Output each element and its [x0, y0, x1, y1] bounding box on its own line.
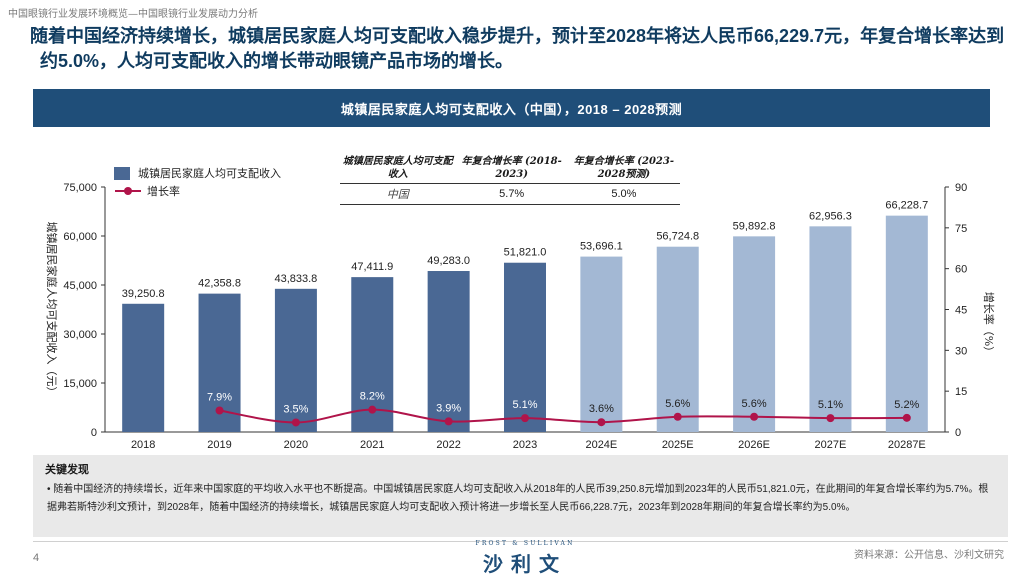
cagr-region: 中国 [340, 183, 456, 205]
bar-2024E [580, 256, 623, 432]
bar-2025E [656, 246, 699, 432]
x-tick-label: 2024E [585, 439, 617, 451]
cagr-table: 城镇居民家庭人均可支配收入 年复合增长率 (2018-2023) 年复合增长率 … [340, 153, 680, 205]
legend-bar-label: 城镇居民家庭人均可支配收入 [138, 167, 281, 180]
y-tick-label: 0 [91, 427, 97, 439]
chart-legend: 城镇居民家庭人均可支配收入 增长率 [114, 164, 281, 200]
cagr-header-2023-2028: 年复合增长率 (2023-2028预测) [567, 153, 680, 184]
growth-point-2019 [215, 406, 224, 415]
y2-axis-title: 增长率（%） [982, 292, 996, 357]
bar-2026E [733, 236, 776, 432]
growth-value-label: 5.1% [512, 399, 537, 411]
footer-divider [33, 541, 1008, 542]
bar-value-label: 59,892.8 [733, 220, 776, 232]
x-tick-label: 2022 [436, 439, 460, 451]
y2-tick-label: 75 [955, 223, 967, 235]
bar-value-label: 47,411.9 [351, 261, 393, 273]
chart-title-banner: 城镇居民家庭人均可支配收入（中国），2018 – 2028预测 [33, 89, 990, 127]
growth-value-label: 8.2% [360, 391, 385, 403]
legend-item-bar: 城镇居民家庭人均可支配收入 [114, 164, 281, 182]
x-tick-label: 2027E [815, 439, 847, 451]
y2-tick-label: 45 [955, 305, 967, 317]
y2-tick-label: 60 [955, 264, 967, 276]
growth-value-label: 5.1% [818, 399, 843, 411]
growth-value-label: 7.9% [207, 391, 232, 403]
growth-point-2021 [368, 405, 377, 414]
page-headline: 随着中国经济持续增长，城镇居民家庭人均可支配收入稳步提升，预计至2028年将达人… [30, 26, 1005, 71]
growth-point-2027E [826, 414, 835, 423]
y-tick-label: 30,000 [63, 329, 97, 341]
x-tick-label: 2018 [131, 439, 155, 451]
x-tick-label: 2025E [662, 439, 694, 451]
legend-bar-swatch [114, 166, 130, 180]
y-tick-label: 60,000 [63, 231, 97, 243]
logo-wordmark: FROST & SULLIVAN [475, 540, 575, 547]
x-tick-label: 2026E [738, 439, 770, 451]
bar-value-label: 39,250.8 [122, 288, 165, 300]
growth-point-2024E [597, 418, 606, 427]
growth-value-label: 5.2% [894, 399, 919, 411]
y2-tick-label: 0 [955, 427, 961, 439]
growth-point-2023 [521, 414, 529, 423]
growth-point-2025E [673, 412, 682, 421]
x-tick-label: 2023 [513, 439, 537, 451]
bar-value-label: 53,696.1 [580, 241, 623, 253]
y-tick-label: 45,000 [63, 280, 97, 292]
growth-value-label: 3.9% [436, 402, 461, 414]
growth-rate-line [219, 408, 907, 424]
bar-2018 [122, 303, 165, 432]
bar-2022 [427, 271, 470, 432]
bar-20287E [885, 215, 928, 432]
legend-line-swatch [115, 187, 141, 195]
breadcrumb: 中国眼镜行业发展环境概览—中国眼镜行业发展动力分析 [8, 9, 258, 20]
x-tick-label: 2019 [207, 439, 231, 451]
x-tick-label: 2021 [360, 439, 384, 451]
growth-value-label: 3.5% [283, 403, 308, 415]
y2-tick-label: 90 [955, 182, 967, 194]
bar-value-label: 42,358.8 [198, 278, 241, 290]
bar-2020 [274, 288, 317, 432]
growth-point-2022 [444, 417, 453, 426]
source-note: 资料来源：公开信息、沙利文研究 [854, 550, 1004, 561]
bar-2023 [504, 262, 546, 432]
x-tick-label: 20287E [888, 439, 926, 451]
legend-line-label: 增长率 [147, 185, 180, 198]
y2-tick-label: 15 [955, 386, 967, 398]
growth-point-2020 [291, 418, 300, 427]
bar-value-label: 51,821.0 [504, 247, 547, 259]
bar-value-label: 56,724.8 [656, 231, 699, 243]
bar-value-label: 66,228.7 [885, 200, 928, 212]
logo-chinese-name: 沙利文 [483, 554, 567, 576]
cagr-value-2023-2028: 5.0% [567, 183, 680, 205]
bar-value-label: 43,833.8 [274, 273, 317, 285]
key-findings-title: 关键发现 [45, 463, 89, 476]
bar-value-label: 49,283.0 [427, 255, 470, 267]
key-findings-text: • 随着中国经济的持续增长，近年来中国家庭的平均收入水平也不断提高。中国城镇居民… [47, 484, 989, 513]
growth-point-20287E [902, 413, 911, 422]
y2-tick-label: 30 [955, 345, 967, 357]
growth-value-label: 3.6% [589, 403, 614, 415]
growth-value-label: 5.6% [665, 398, 690, 410]
page-number: 4 [33, 552, 40, 564]
frost-sullivan-logo: FROST & SULLIVAN 沙利文 [440, 540, 610, 576]
cagr-row: 中国 5.7% 5.0% [340, 183, 680, 205]
growth-value-label: 5.6% [742, 398, 767, 410]
bar-2027E [809, 226, 852, 432]
cagr-header-2018-2023: 年复合增长率 (2018-2023) [455, 153, 568, 184]
x-tick-label: 2020 [284, 439, 308, 451]
bar-value-label: 62,956.3 [809, 210, 852, 222]
legend-item-line: 增长率 [114, 182, 281, 200]
growth-point-2026E [750, 412, 759, 421]
y-tick-label: 15,000 [63, 378, 97, 390]
y-axis-title: 城镇居民家庭人均可支配收入（元） [45, 222, 59, 398]
y-tick-label: 75,000 [63, 182, 97, 194]
cagr-header-metric: 城镇居民家庭人均可支配收入 [340, 153, 456, 184]
key-findings-panel: 关键发现 • 随着中国经济的持续增长，近年来中国家庭的平均收入水平也不断提高。中… [33, 455, 1008, 537]
cagr-value-2018-2023: 5.7% [455, 183, 568, 205]
